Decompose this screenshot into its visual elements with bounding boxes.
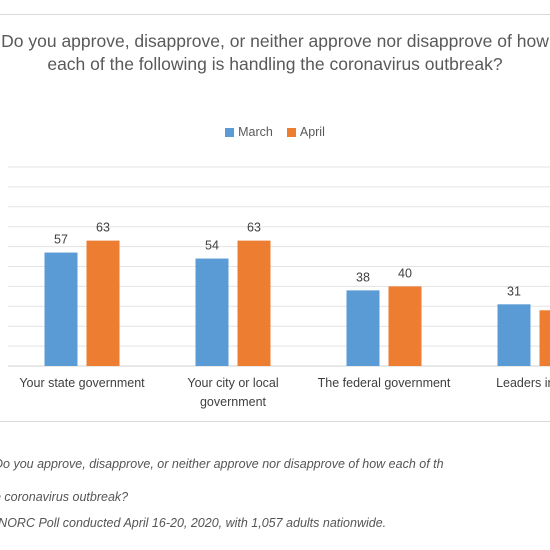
chart-frame <box>0 14 550 422</box>
legend: March April <box>0 125 550 139</box>
bar-april <box>86 240 120 366</box>
legend-item-april: April <box>286 125 325 139</box>
data-label: 57 <box>54 233 68 247</box>
legend-label-april: April <box>299 125 325 139</box>
bar-april <box>388 286 422 366</box>
data-label: 38 <box>356 270 370 284</box>
legend-swatch-march <box>225 127 235 137</box>
bar-march <box>346 290 380 366</box>
bar-march <box>44 252 78 366</box>
bar-april <box>539 310 550 366</box>
category-label: government <box>200 395 267 409</box>
data-label: 31 <box>507 284 521 298</box>
bar-march <box>195 258 229 366</box>
legend-label-march: March <box>238 125 273 139</box>
category-label: Your state government <box>19 376 145 390</box>
data-label: 63 <box>247 221 261 235</box>
category-label: The federal government <box>318 376 451 390</box>
footnote-question-line2: e coronavirus outbreak? <box>0 490 129 504</box>
footnote-source: -NORC Poll conducted April 16-20, 2020, … <box>0 516 387 530</box>
legend-swatch-april <box>286 127 296 137</box>
category-label: Your city or local <box>187 376 278 390</box>
bar-april <box>237 240 271 366</box>
legend-item-march: March <box>225 125 273 139</box>
data-label: 63 <box>96 221 110 235</box>
data-label: 54 <box>205 239 219 253</box>
bar-march <box>497 304 531 366</box>
category-label: Leaders in Co <box>496 376 550 390</box>
data-label: 40 <box>398 266 412 280</box>
chart-title: Do you approve, disapprove, or neither a… <box>1 31 549 74</box>
footnote-question-line1: Do you approve, disapprove, or neither a… <box>0 457 444 471</box>
